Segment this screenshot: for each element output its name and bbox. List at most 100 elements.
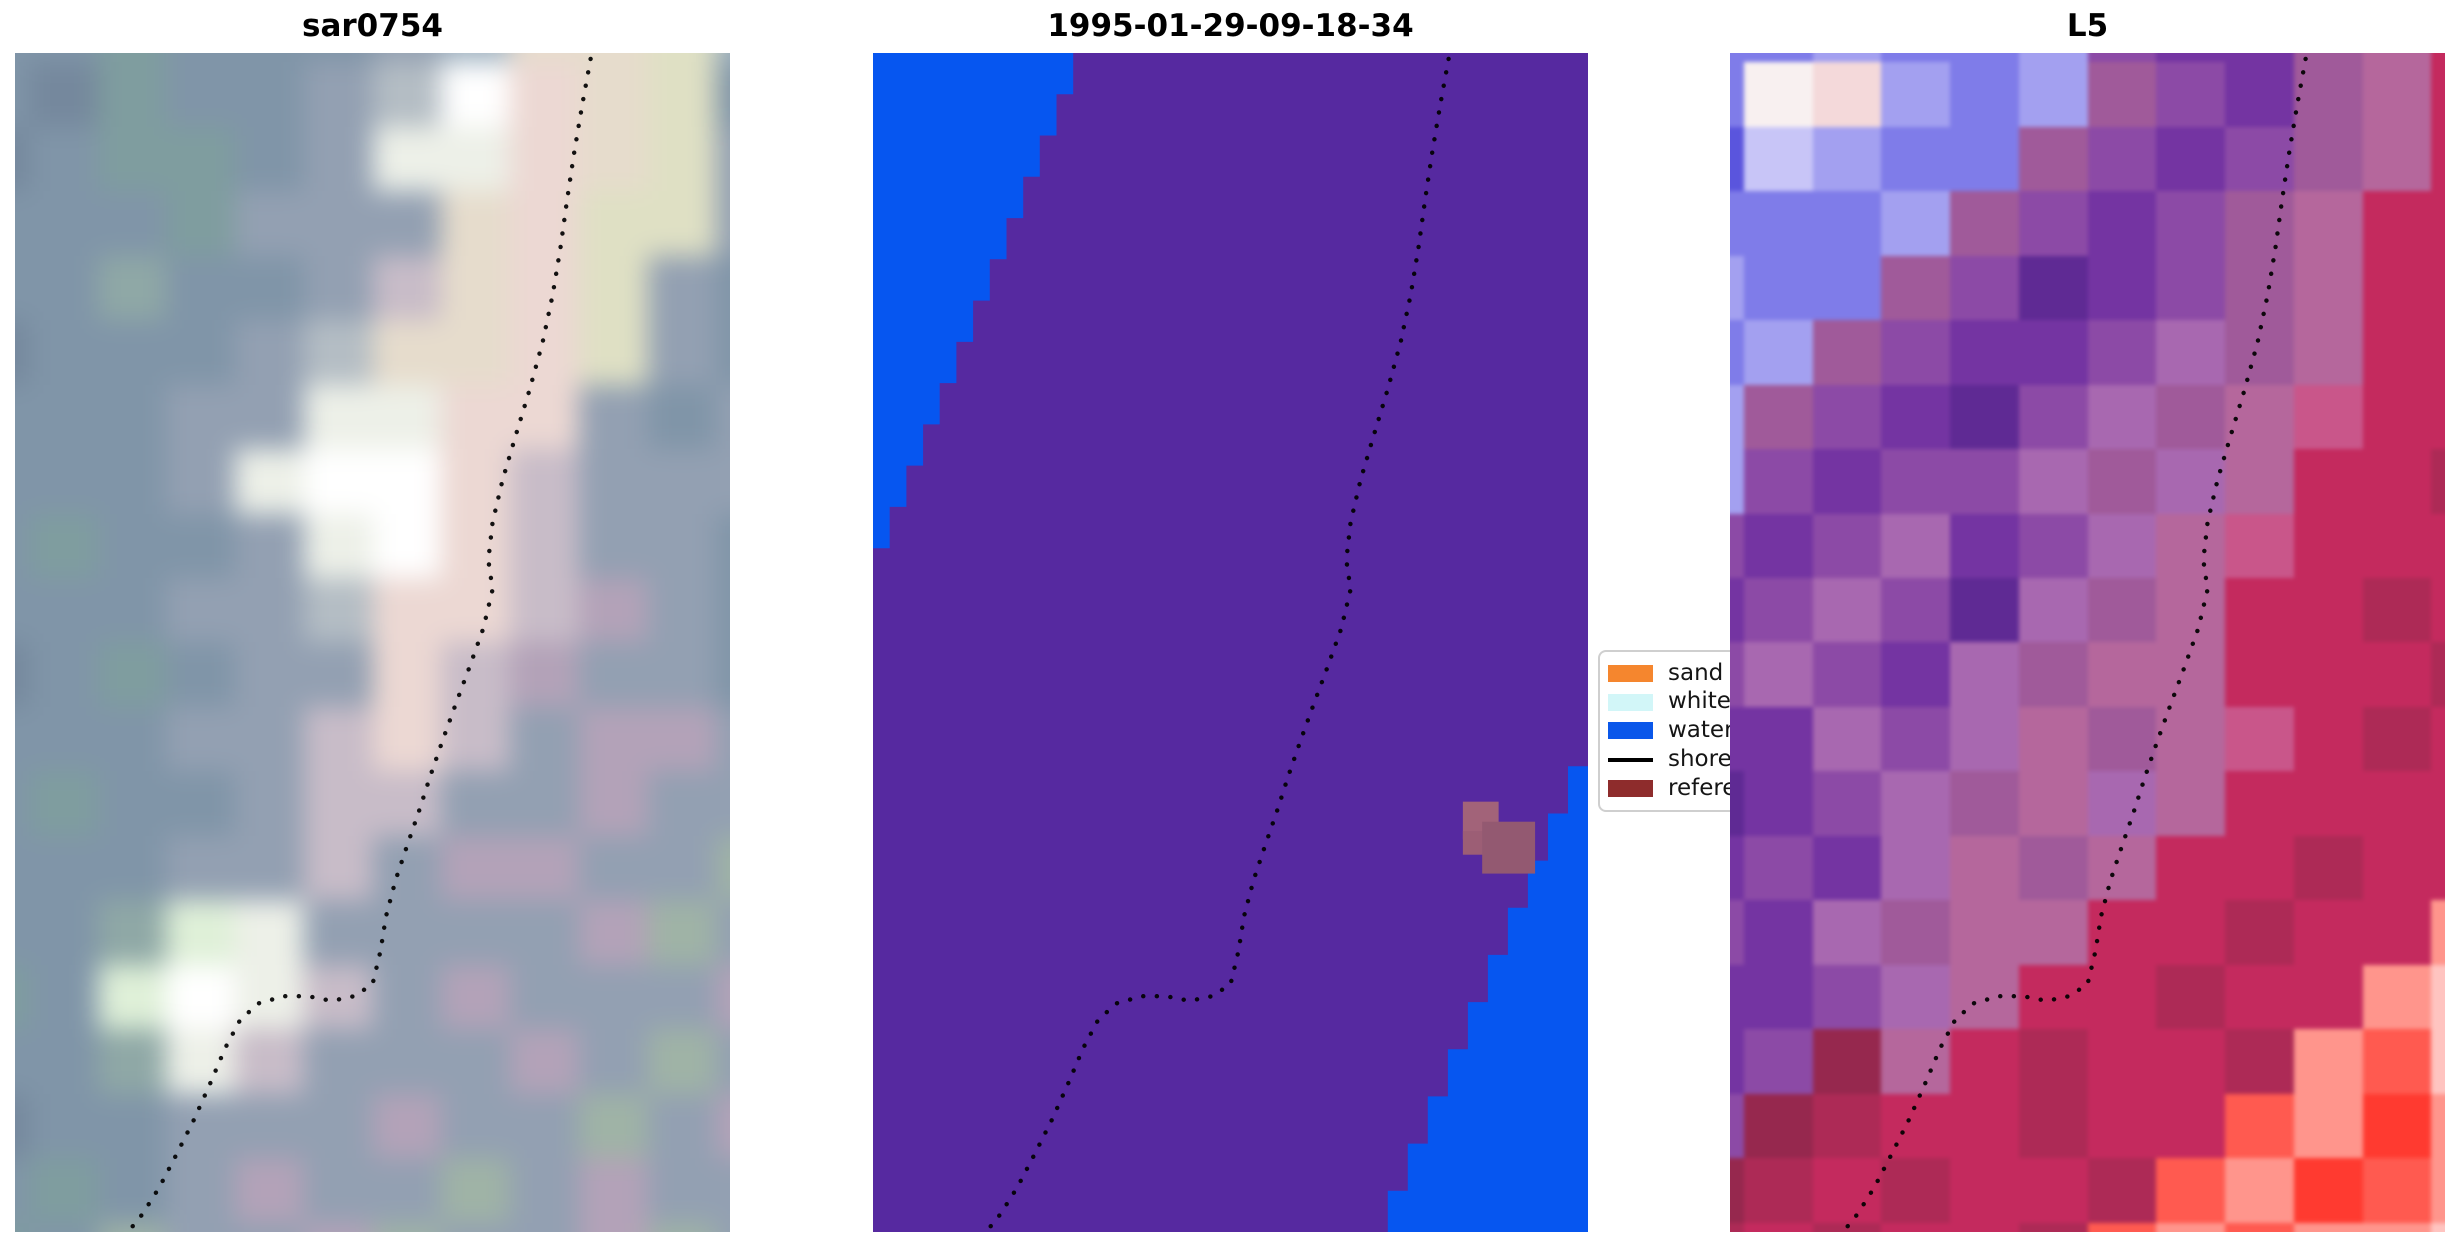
raster-cell	[441, 706, 510, 772]
raster-cell	[2293, 964, 2363, 1030]
raster-cell	[510, 771, 579, 836]
raster-cell	[2225, 835, 2294, 901]
raster-cell	[510, 964, 579, 1030]
raster-cell	[303, 578, 373, 643]
raster-cell	[2018, 191, 2088, 256]
raster-cell	[2018, 578, 2088, 643]
raster-cell	[15, 771, 29, 836]
raster-cell	[578, 384, 648, 450]
raster-cell	[2018, 706, 2088, 772]
raster-cell	[2431, 706, 2445, 772]
raster-cell	[15, 62, 29, 127]
raster-cell	[2362, 255, 2432, 321]
raster-cell	[2018, 513, 2088, 579]
raster-cell	[1812, 320, 1882, 385]
legend-item-water: water	[1608, 718, 1798, 743]
raster-cell	[578, 320, 648, 385]
raster-cell	[510, 53, 579, 63]
raster-cell	[2431, 900, 2445, 965]
raster-cell	[372, 578, 442, 643]
raster-cell	[1812, 53, 1882, 63]
raster-cell	[578, 642, 648, 707]
raster-cell	[166, 771, 235, 836]
raster-cell	[1730, 384, 1744, 450]
raster-cell	[441, 62, 510, 127]
raster-cell	[2087, 900, 2157, 965]
raster-cell	[2362, 771, 2432, 836]
raster-cell	[2362, 53, 2432, 63]
raster-cell	[235, 1158, 304, 1223]
raster-cell	[2087, 964, 2157, 1030]
raster-cell	[1743, 1158, 1813, 1223]
raster-cell	[1950, 578, 2019, 643]
raster-cell	[2431, 771, 2445, 836]
raster-cell	[2362, 384, 2432, 450]
raster-cell	[28, 255, 98, 321]
raster-cell	[1950, 835, 2019, 901]
raster-cell	[510, 1093, 579, 1159]
shoreline-dotted-line	[1840, 56, 2308, 1232]
raster-cell	[28, 126, 98, 192]
raster-cell	[2087, 578, 2157, 643]
raster-cell	[303, 1029, 373, 1094]
raster-cell	[2087, 384, 2157, 450]
panel-title-sar: sar0754	[302, 8, 443, 44]
raster-cell	[2087, 771, 2157, 836]
raster-cell	[97, 771, 167, 836]
raster-cell	[1730, 255, 1744, 321]
raster-cell	[578, 513, 648, 579]
raster-cell	[2225, 53, 2294, 63]
raster-cell	[510, 320, 579, 385]
raster-cell	[578, 578, 648, 643]
legend-line-swatch-shoreline	[1608, 757, 1653, 762]
raster-cell	[578, 900, 648, 965]
raster-cell	[15, 1158, 29, 1223]
raster-cell	[716, 964, 730, 1030]
raster-cell	[2087, 255, 2157, 321]
raster-cell	[166, 255, 235, 321]
raster-cell	[2225, 513, 2294, 579]
raster-cell	[2293, 513, 2363, 579]
shoreline-dotted-line	[983, 56, 1451, 1232]
raster-cell	[1812, 255, 1882, 321]
raster-cell	[166, 1222, 235, 1232]
raster-cell	[166, 1093, 235, 1159]
raster-cell	[28, 191, 98, 256]
raster-cell	[441, 126, 510, 192]
raster-cell	[1812, 835, 1882, 901]
raster-cell	[1812, 900, 1882, 965]
raster-cell	[2018, 964, 2088, 1030]
raster-cell	[2431, 62, 2445, 127]
raster-cell	[372, 1029, 442, 1094]
raster-cell	[2018, 62, 2088, 127]
raster-cell	[28, 320, 98, 385]
raster-cell	[1743, 706, 1813, 772]
raster-cell	[166, 384, 235, 450]
raster-cell	[2225, 578, 2294, 643]
raster-cell	[303, 62, 373, 127]
raster-cell	[28, 513, 98, 579]
raster-cell	[441, 642, 510, 707]
raster-cell	[510, 126, 579, 192]
raster-cell	[1950, 1093, 2019, 1159]
raster-cell	[2293, 578, 2363, 643]
raster-cell	[1730, 62, 1744, 127]
raster-cell	[1743, 900, 1813, 965]
panel-sar: sar0754	[15, 8, 730, 1232]
raster-cell	[441, 1158, 510, 1223]
raster-cell	[1743, 384, 1813, 450]
raster-cell	[578, 62, 648, 127]
raster-cell	[15, 900, 29, 965]
shoreline-overlay	[1840, 56, 2308, 1232]
raster-cell	[1950, 642, 2019, 707]
raster-cell	[2431, 1158, 2445, 1223]
raster-cell	[716, 449, 730, 514]
raster-cell	[647, 191, 717, 256]
raster-cell	[716, 384, 730, 450]
raster-cell	[28, 900, 98, 965]
water-region-bottom-right	[1387, 766, 1588, 1232]
raster-cell	[97, 1029, 167, 1094]
raster-cell	[2431, 835, 2445, 901]
raster-cell	[716, 835, 730, 901]
raster-cell	[1881, 191, 1950, 256]
